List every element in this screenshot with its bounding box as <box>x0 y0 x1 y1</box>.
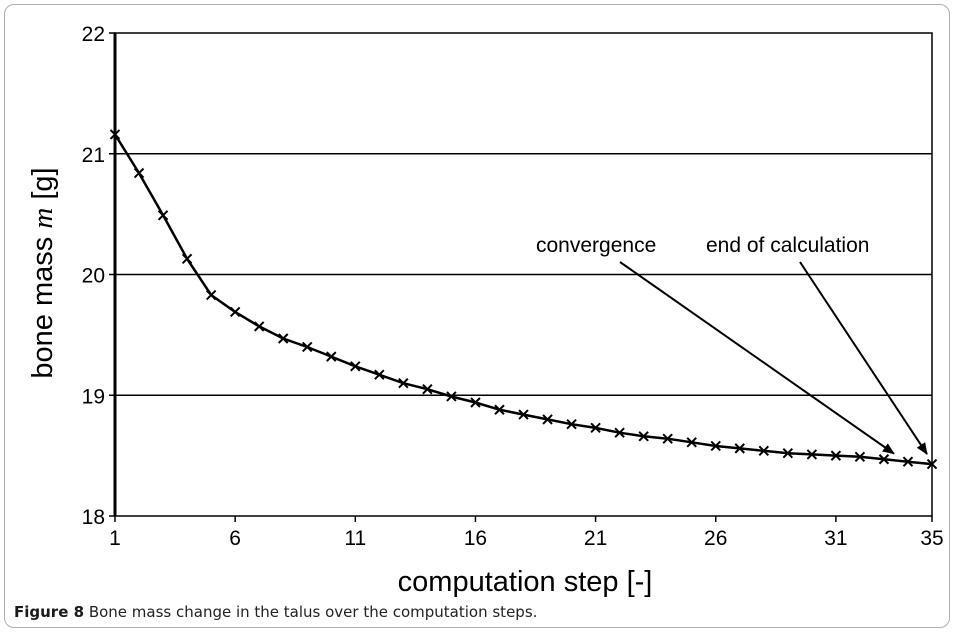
figure-caption-text: Bone mass change in the talus over the c… <box>88 603 538 621</box>
data-point-stroke <box>326 351 337 362</box>
data-point-marker <box>494 404 505 415</box>
data-point-marker <box>734 443 745 454</box>
y-tick-label: 20 <box>82 265 105 288</box>
annotation-label: end of calculation <box>706 234 869 257</box>
data-point-stroke <box>277 333 289 344</box>
figure-caption-label: Figure 8 <box>14 603 85 621</box>
data-point-stroke <box>302 341 313 353</box>
data-point-marker <box>710 440 721 452</box>
data-point-stroke <box>518 409 529 420</box>
data-point-marker <box>686 437 697 448</box>
data-point-marker <box>542 414 553 425</box>
x-tick-label: 6 <box>229 527 241 550</box>
x-tick-label: 35 <box>920 527 943 550</box>
data-point-stroke <box>830 450 842 461</box>
y-tick-label: 22 <box>82 23 105 46</box>
data-point-marker <box>374 369 385 380</box>
y-tick-label: 19 <box>82 385 105 408</box>
data-point-stroke <box>253 321 265 332</box>
annotation-arrow <box>799 261 928 455</box>
data-point-stroke <box>590 422 601 434</box>
data-point-stroke <box>229 306 241 318</box>
data-point-stroke <box>854 451 866 463</box>
data-point-stroke <box>662 433 673 444</box>
data-point-marker <box>878 454 890 465</box>
data-point-marker <box>446 391 457 402</box>
data-point-marker <box>326 351 337 362</box>
x-tick-label: 26 <box>704 527 727 550</box>
data-point-stroke <box>181 253 193 265</box>
data-point-marker <box>830 450 842 461</box>
data-point-marker <box>302 341 313 353</box>
x-axis-label: computation step [-] <box>398 566 653 598</box>
y-tick-label: 18 <box>82 506 105 529</box>
x-tick-label: 21 <box>584 527 607 550</box>
annotation-label: convergence <box>536 234 656 257</box>
data-point-marker <box>566 419 577 430</box>
data-point-stroke <box>566 419 577 430</box>
data-point-stroke <box>446 391 457 402</box>
data-point-marker <box>758 445 770 457</box>
data-point-marker <box>614 427 625 438</box>
data-point-stroke <box>133 167 145 179</box>
data-point-stroke <box>542 414 553 425</box>
data-point-stroke <box>878 454 890 465</box>
data-point-stroke <box>350 361 361 372</box>
annotation-arrow <box>619 261 895 455</box>
data-point-marker <box>229 306 241 318</box>
data-point-stroke <box>734 443 745 454</box>
data-point-marker <box>133 167 145 179</box>
data-point-stroke <box>157 210 169 221</box>
y-axis-label-suffix: [g] <box>27 167 59 207</box>
data-point-stroke <box>614 427 625 438</box>
data-point-marker <box>662 433 673 444</box>
x-tick-label: 11 <box>344 527 366 550</box>
data-point-marker <box>518 409 529 420</box>
data-point-stroke <box>205 289 217 301</box>
data-point-marker <box>157 210 169 221</box>
data-point-marker <box>854 451 866 463</box>
data-point-stroke <box>758 445 770 457</box>
data-point-marker <box>806 449 818 460</box>
data-point-marker <box>902 456 914 467</box>
data-point-stroke <box>806 449 818 460</box>
data-point-marker <box>181 253 193 265</box>
data-point-stroke <box>470 397 481 408</box>
data-point-stroke <box>638 431 649 442</box>
data-point-stroke <box>686 437 697 448</box>
data-point-stroke <box>398 377 409 389</box>
y-axis-label: bone mass m [g] <box>27 167 59 378</box>
data-point-marker <box>277 333 289 344</box>
figure-frame <box>4 4 950 628</box>
x-tick-label: 16 <box>464 527 487 550</box>
data-point-stroke <box>782 448 794 459</box>
data-point-marker <box>253 321 265 332</box>
y-tick-label: 21 <box>82 144 105 167</box>
data-point-marker <box>350 361 361 372</box>
y-axis-label-prefix: bone mass <box>27 229 59 379</box>
data-point-stroke <box>710 440 721 452</box>
data-point-stroke <box>902 456 914 467</box>
figure-caption: Figure 8 Bone mass change in the talus o… <box>14 603 537 621</box>
x-tick-label: 1 <box>109 527 121 550</box>
x-tick-label: 31 <box>824 527 847 550</box>
data-point-stroke <box>374 369 385 380</box>
data-point-marker <box>782 448 794 459</box>
data-point-stroke <box>494 404 505 415</box>
data-point-marker <box>590 422 601 434</box>
data-point-stroke <box>422 384 433 395</box>
data-point-marker <box>398 377 409 389</box>
data-point-marker <box>205 289 217 301</box>
data-point-marker <box>638 431 649 442</box>
y-axis-label-variable: m <box>27 208 59 229</box>
data-point-marker <box>470 397 481 408</box>
data-point-marker <box>422 384 433 395</box>
